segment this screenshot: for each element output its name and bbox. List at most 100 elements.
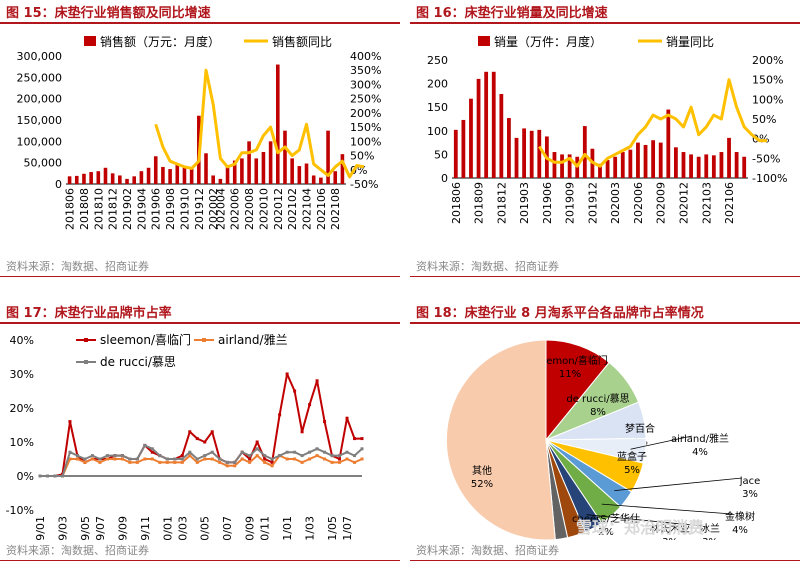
y-tick-label: 20% xyxy=(10,402,34,415)
series-marker xyxy=(203,440,207,444)
pie-slice xyxy=(445,339,556,540)
bar xyxy=(461,119,466,178)
y-tick-label: 40% xyxy=(10,334,34,347)
bar xyxy=(499,93,504,178)
leader-line xyxy=(630,435,693,450)
figure-15-title: 图 15：床垫行业销售额及同比增速 xyxy=(6,6,211,21)
series-marker xyxy=(150,447,154,451)
x-tick-label: 201812 xyxy=(495,182,508,224)
bar xyxy=(204,153,208,184)
series-marker xyxy=(315,379,319,383)
slice-percent: 3% xyxy=(662,537,678,540)
bar xyxy=(522,128,526,178)
series-marker xyxy=(225,460,229,464)
series-marker xyxy=(98,460,102,464)
x-tick-label: 202003 xyxy=(609,182,622,224)
y-left-tick-label: 300,000 xyxy=(17,50,63,63)
title-rule xyxy=(410,22,800,24)
y-tick-label: 10% xyxy=(10,436,34,449)
bar xyxy=(89,172,93,184)
bar xyxy=(598,163,602,178)
legend-label: de rucci/慕思 xyxy=(100,355,176,369)
series-marker xyxy=(338,457,342,461)
slice-label: jace xyxy=(739,476,761,487)
series-marker xyxy=(270,464,274,468)
series-marker xyxy=(143,457,147,461)
series-marker xyxy=(98,457,102,461)
series-marker xyxy=(293,389,297,393)
series-marker xyxy=(158,454,162,458)
y-right-tick-label: -100% xyxy=(752,172,787,185)
series-marker xyxy=(165,457,169,461)
bar xyxy=(453,129,458,178)
y-left-tick-label: 50 xyxy=(434,148,448,161)
bar xyxy=(268,141,273,184)
bar xyxy=(189,166,194,184)
series-marker xyxy=(263,460,267,464)
legend-bar-label: 销售额（万元：月度） xyxy=(100,34,220,49)
bar xyxy=(681,152,686,178)
y-left-tick-label: 100 xyxy=(427,125,448,138)
bar xyxy=(628,149,633,178)
series-marker xyxy=(128,457,132,461)
series-marker xyxy=(143,443,147,447)
series-marker xyxy=(188,454,192,458)
series-marker xyxy=(293,450,297,454)
x-tick-label: 2019/05 xyxy=(79,516,92,540)
yoy-growth-line xyxy=(154,68,365,179)
figure-17-source: 资料来源：淘数据、招商证券 xyxy=(6,544,149,557)
bar xyxy=(290,158,294,184)
bottom-rule xyxy=(410,560,800,561)
series-marker xyxy=(323,457,327,461)
bar xyxy=(276,64,280,184)
x-tick-label: 202106 xyxy=(315,188,328,230)
bar xyxy=(696,156,701,178)
series-marker xyxy=(353,460,357,464)
slice-label: 其他 xyxy=(472,464,492,477)
y-tick-label: -10% xyxy=(6,504,34,517)
slice-percent: 4% xyxy=(692,447,708,458)
figure-16-source: 资料来源：淘数据、招商证券 xyxy=(416,260,559,273)
series-marker xyxy=(263,457,267,461)
bottom-rule xyxy=(0,560,400,561)
series-marker xyxy=(203,457,207,461)
leader-line xyxy=(601,503,733,515)
slice-label: de rucci/慕思 xyxy=(566,392,629,405)
bar xyxy=(211,175,215,184)
series-marker xyxy=(315,454,319,458)
series-marker xyxy=(180,454,184,458)
series-marker xyxy=(195,460,199,464)
series-marker xyxy=(113,457,117,461)
x-tick-label: 201806 xyxy=(450,182,463,224)
series-marker xyxy=(233,464,237,468)
x-tick-label: 201812 xyxy=(107,188,120,230)
series-marker xyxy=(90,457,94,461)
x-tick-label: 201809 xyxy=(473,182,486,224)
x-tick-label: 2020/07 xyxy=(221,516,234,540)
x-tick-label: 2020/09 xyxy=(244,516,257,540)
series-marker xyxy=(360,447,364,451)
bar xyxy=(689,154,693,178)
slice-label: airland/雅兰 xyxy=(671,432,729,445)
bar xyxy=(82,173,86,184)
x-tick-label: 202104 xyxy=(301,188,314,230)
series-marker xyxy=(330,460,334,464)
legend-bar-label: 销量（万件：月度） xyxy=(494,34,602,49)
series-marker xyxy=(338,454,342,458)
y-right-tick-label: 400% xyxy=(350,50,381,63)
series-marker xyxy=(68,457,72,461)
series-marker xyxy=(225,464,229,468)
slice-percent: 5% xyxy=(624,465,640,476)
bottom-rule xyxy=(410,276,800,277)
series-marker xyxy=(300,430,304,434)
series-marker xyxy=(330,454,334,458)
series-marker xyxy=(120,454,124,458)
bar xyxy=(507,118,511,178)
bar xyxy=(613,156,618,178)
bar xyxy=(529,130,534,178)
bar xyxy=(326,130,330,184)
slice-label: sleemon/喜临门 xyxy=(532,354,608,367)
series-marker xyxy=(300,460,304,464)
x-tick-label: 201908 xyxy=(164,188,177,230)
y-right-tick-label: 200% xyxy=(752,54,783,67)
